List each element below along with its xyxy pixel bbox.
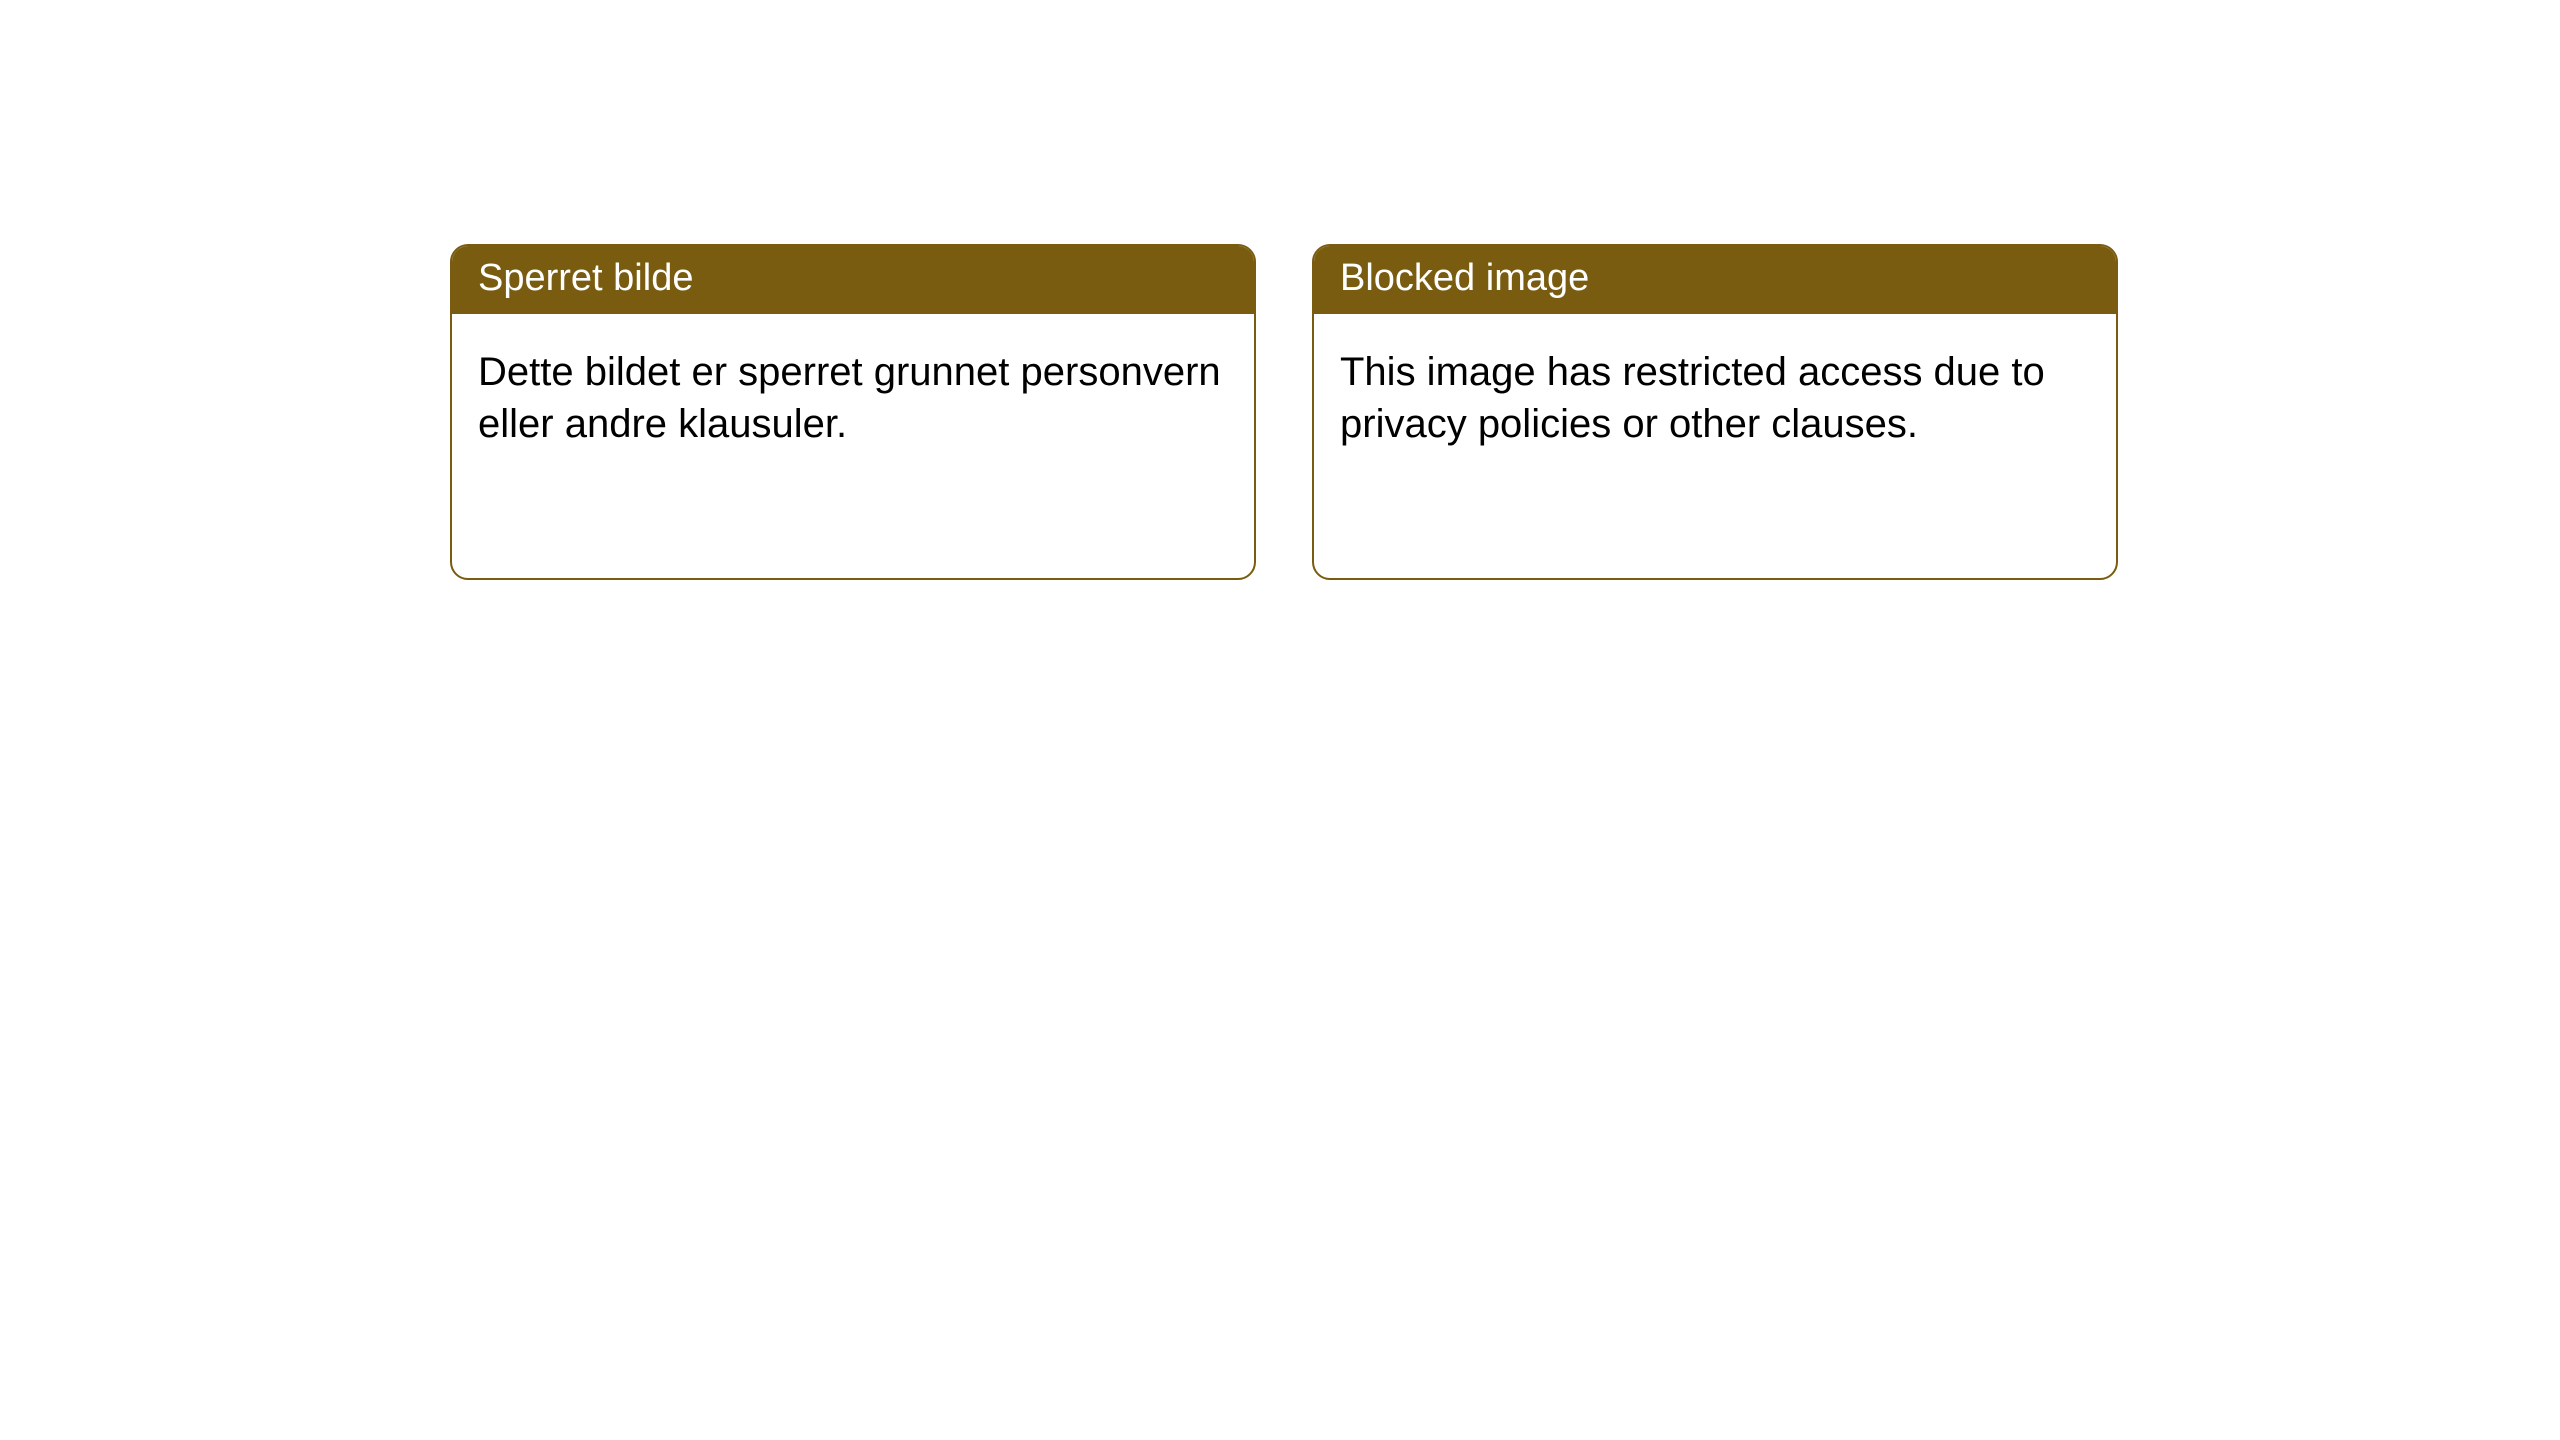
blocked-image-card-en: Blocked image This image has restricted … [1312, 244, 2118, 580]
card-body-no: Dette bildet er sperret grunnet personve… [452, 314, 1254, 476]
notice-container: Sperret bilde Dette bildet er sperret gr… [0, 0, 2560, 580]
card-body-text-en: This image has restricted access due to … [1340, 350, 2045, 446]
blocked-image-card-no: Sperret bilde Dette bildet er sperret gr… [450, 244, 1256, 580]
card-title-en: Blocked image [1340, 257, 1589, 299]
card-body-en: This image has restricted access due to … [1314, 314, 2116, 476]
card-header-no: Sperret bilde [452, 246, 1254, 314]
card-header-en: Blocked image [1314, 246, 2116, 314]
card-title-no: Sperret bilde [478, 257, 693, 299]
card-body-text-no: Dette bildet er sperret grunnet personve… [478, 350, 1221, 446]
